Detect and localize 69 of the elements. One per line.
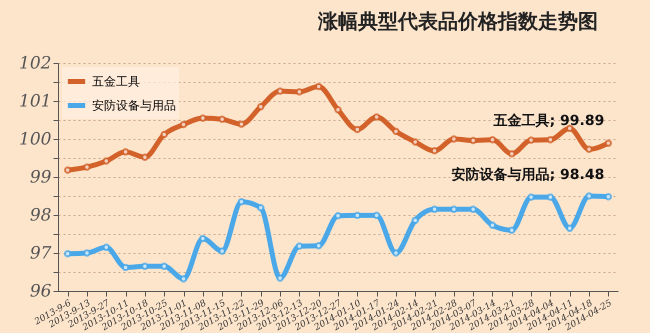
point	[488, 136, 496, 144]
point	[180, 120, 188, 128]
point	[314, 82, 322, 90]
point	[276, 274, 284, 282]
point	[122, 148, 130, 156]
point	[141, 262, 149, 270]
point	[102, 244, 110, 252]
point	[527, 136, 535, 144]
point	[102, 157, 110, 165]
point	[604, 139, 612, 147]
y-tick-label: 99	[30, 168, 52, 188]
y-tick-label: 98	[30, 206, 52, 226]
point	[238, 120, 246, 128]
point	[180, 275, 188, 283]
point	[372, 113, 380, 121]
point	[64, 250, 72, 258]
point	[412, 138, 419, 146]
point	[199, 234, 207, 242]
y-tick-label: 101	[19, 92, 52, 112]
point	[585, 192, 593, 200]
point	[257, 204, 264, 212]
chart-title: 涨幅典型代表品价格指数走势图	[317, 9, 598, 33]
point	[450, 135, 458, 143]
point	[83, 249, 91, 257]
point	[296, 88, 304, 96]
point	[585, 146, 593, 153]
point	[218, 247, 226, 255]
legend-label: 安防设备与用品	[92, 98, 176, 112]
y-tick-label: 102	[19, 54, 52, 74]
legend-label: 五金工具	[92, 74, 140, 88]
point	[122, 264, 130, 272]
point	[430, 206, 438, 214]
point	[276, 87, 284, 95]
point	[527, 193, 535, 201]
point	[354, 126, 362, 134]
point	[546, 193, 554, 201]
point	[141, 154, 149, 161]
point	[430, 147, 438, 155]
annotation: 安防设备与用品; 98.48	[452, 166, 604, 183]
point	[238, 198, 246, 206]
point	[392, 128, 400, 136]
point	[160, 262, 168, 270]
point	[469, 206, 477, 214]
point	[218, 116, 226, 123]
point	[469, 136, 477, 144]
point	[546, 136, 554, 144]
point	[257, 102, 264, 110]
point	[372, 212, 380, 220]
point	[392, 249, 400, 257]
point	[296, 242, 304, 250]
point	[83, 163, 91, 171]
point	[314, 242, 322, 250]
annotation: 五金工具; 99.89	[492, 113, 604, 130]
point	[412, 216, 419, 224]
point	[508, 150, 516, 158]
point	[199, 114, 207, 122]
point	[160, 130, 168, 138]
y-tick-label: 96	[30, 282, 52, 302]
point	[354, 212, 362, 220]
point	[604, 193, 612, 200]
point	[566, 224, 574, 232]
point	[488, 222, 496, 229]
point	[64, 166, 72, 174]
y-tick-label: 100	[19, 130, 52, 150]
y-tick-label: 97	[30, 244, 52, 264]
point	[508, 226, 516, 234]
point	[450, 206, 458, 214]
point	[334, 212, 342, 220]
point	[334, 106, 342, 114]
